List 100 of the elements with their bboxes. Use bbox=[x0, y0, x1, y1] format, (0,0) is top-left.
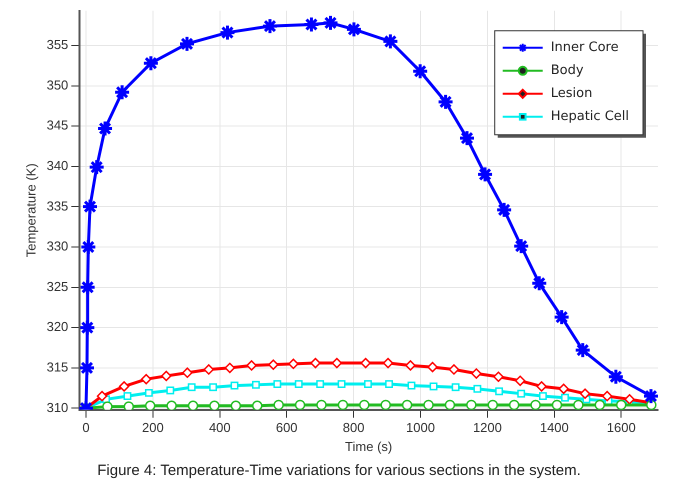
point bbox=[495, 387, 504, 396]
x-tick-label: 800 bbox=[342, 420, 364, 436]
point bbox=[382, 32, 399, 50]
point bbox=[188, 400, 198, 410]
point bbox=[161, 370, 172, 382]
y-tick-label: 315 bbox=[46, 359, 68, 374]
x-tick-label: 600 bbox=[276, 420, 298, 436]
x-tick-label: 200 bbox=[142, 420, 164, 436]
point bbox=[508, 400, 520, 410]
point bbox=[536, 381, 547, 392]
point bbox=[552, 400, 562, 410]
point bbox=[316, 400, 327, 410]
point bbox=[80, 238, 97, 256]
y-tick-label: 350 bbox=[46, 77, 68, 92]
point bbox=[452, 383, 460, 392]
point bbox=[580, 388, 590, 399]
y-tick-label: 310 bbox=[46, 400, 68, 415]
point bbox=[96, 120, 114, 137]
point bbox=[602, 390, 612, 402]
x-tick-label: 1000 bbox=[406, 420, 435, 436]
x-tick-label: 0 bbox=[82, 420, 90, 436]
point bbox=[114, 84, 131, 101]
point bbox=[144, 400, 156, 410]
point bbox=[493, 372, 504, 382]
point bbox=[261, 18, 278, 35]
point bbox=[517, 390, 526, 398]
point bbox=[322, 14, 340, 32]
y-tick-label: 345 bbox=[46, 118, 68, 133]
point bbox=[118, 381, 130, 392]
point bbox=[302, 16, 320, 34]
point bbox=[496, 201, 513, 218]
point bbox=[408, 382, 416, 390]
point bbox=[124, 401, 134, 410]
y-tick-label: 335 bbox=[46, 198, 68, 214]
legend-label: Hepatic Cell bbox=[550, 109, 629, 124]
point bbox=[230, 382, 238, 390]
point bbox=[385, 380, 393, 388]
point bbox=[224, 362, 236, 374]
point bbox=[444, 400, 456, 410]
caption: Figure 4: Temperature-Time variations for various sections in the system. bbox=[96, 462, 582, 479]
point bbox=[476, 166, 494, 183]
point bbox=[230, 400, 242, 410]
point bbox=[203, 364, 214, 375]
point bbox=[380, 400, 391, 410]
point bbox=[252, 400, 262, 410]
point bbox=[96, 390, 108, 402]
point bbox=[142, 54, 160, 72]
y-tick-label: 330 bbox=[46, 238, 68, 254]
point bbox=[273, 380, 282, 388]
point bbox=[405, 360, 416, 371]
point bbox=[423, 400, 434, 410]
x-axis-title: Time (s) bbox=[345, 438, 392, 454]
y-tick-label: 320 bbox=[46, 319, 68, 334]
point bbox=[382, 358, 394, 368]
y-axis-title: Temperature (K) bbox=[23, 163, 38, 258]
point bbox=[624, 394, 635, 405]
point bbox=[218, 24, 236, 42]
point bbox=[102, 401, 113, 410]
point bbox=[294, 380, 303, 388]
point bbox=[553, 308, 570, 326]
point bbox=[338, 400, 348, 410]
point bbox=[514, 376, 526, 386]
point bbox=[166, 386, 174, 394]
point bbox=[144, 388, 153, 397]
point bbox=[488, 400, 498, 410]
point bbox=[607, 368, 624, 386]
point bbox=[124, 392, 132, 400]
point bbox=[294, 400, 306, 410]
point bbox=[345, 20, 362, 38]
point bbox=[79, 359, 96, 376]
point bbox=[252, 380, 260, 389]
point bbox=[316, 380, 324, 388]
x-tick-label: 1400 bbox=[540, 420, 569, 436]
point bbox=[512, 238, 530, 255]
point bbox=[538, 392, 547, 400]
point bbox=[458, 130, 476, 147]
point bbox=[140, 374, 152, 384]
point bbox=[530, 274, 548, 292]
point bbox=[88, 158, 106, 176]
point bbox=[79, 278, 96, 296]
point bbox=[473, 384, 482, 393]
point bbox=[558, 384, 569, 394]
point bbox=[209, 400, 220, 410]
point bbox=[530, 400, 541, 410]
legend-label: Lesion bbox=[550, 86, 592, 102]
point bbox=[246, 360, 257, 371]
point bbox=[430, 382, 438, 390]
point bbox=[79, 319, 96, 336]
y-tick-label: 340 bbox=[46, 158, 68, 173]
point bbox=[338, 380, 346, 388]
y-tick-label: 355 bbox=[46, 37, 68, 52]
point bbox=[182, 367, 193, 378]
x-tick-label: 400 bbox=[208, 420, 231, 436]
point bbox=[437, 93, 454, 110]
legend-label: Body bbox=[550, 63, 584, 78]
point bbox=[310, 358, 321, 368]
point bbox=[360, 358, 371, 368]
point bbox=[81, 198, 98, 216]
point bbox=[288, 358, 299, 370]
x-tick-label: 1200 bbox=[472, 420, 502, 436]
